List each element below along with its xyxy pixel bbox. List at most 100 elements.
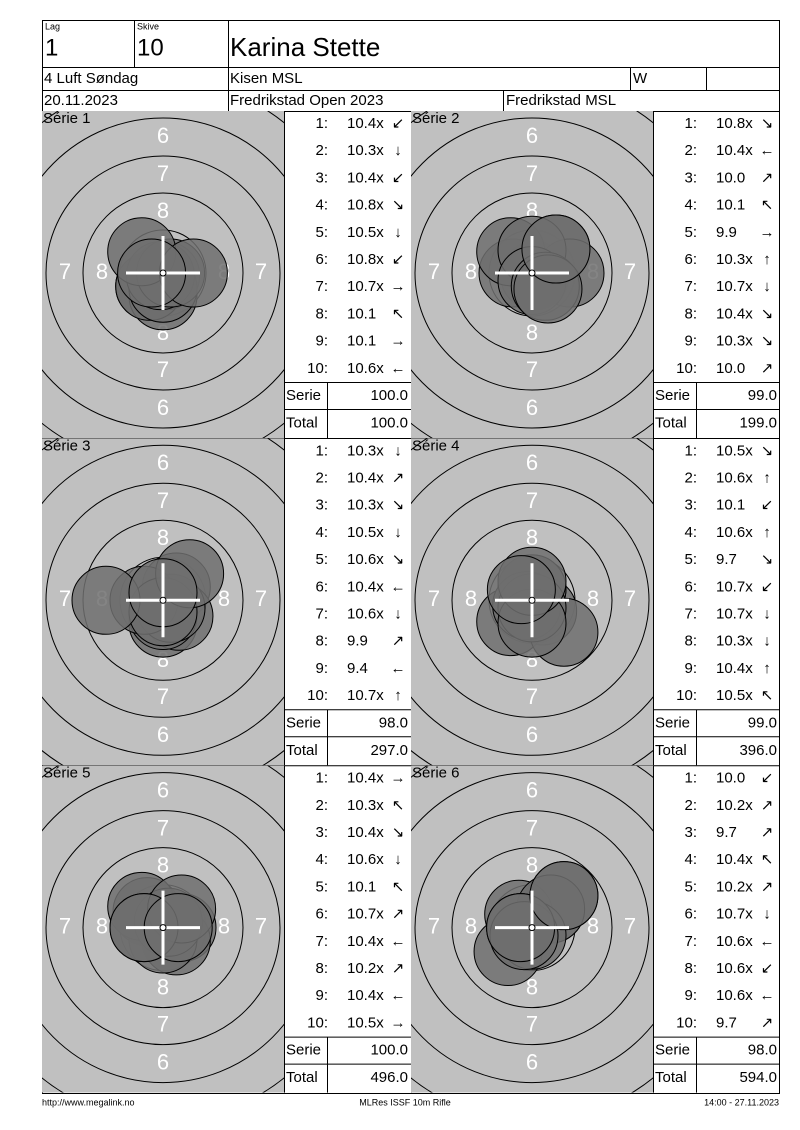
center	[159, 596, 167, 604]
shot-no: 1:	[684, 770, 697, 787]
shot-no: 9:	[315, 660, 328, 677]
ring-label: 7	[255, 913, 267, 938]
shot-arrow: ↗	[761, 1014, 774, 1031]
shot-no: 7:	[315, 605, 328, 622]
shot-arrow: →	[760, 224, 775, 241]
shot-value: 10.4x	[347, 770, 384, 787]
ring-label: 7	[428, 586, 440, 611]
shot-value: 10.3x	[716, 333, 753, 350]
shot-no: 3:	[684, 169, 697, 186]
shot-value: 9.9	[716, 224, 737, 241]
shot-value: 10.7x	[347, 278, 384, 295]
ring	[82, 192, 244, 354]
shot-value: 10.1	[347, 333, 376, 350]
ring-label: 6	[526, 450, 538, 475]
shot-arrow: →	[391, 1014, 406, 1031]
shot-arrow: ↖	[761, 197, 774, 214]
shot-value: 10.4x	[347, 469, 384, 486]
shot-arrow: ↓	[394, 442, 402, 459]
ring	[42, 444, 284, 756]
shot-arrow: ↙	[392, 251, 405, 268]
shot-value: 9.9	[347, 633, 368, 650]
shot-arrow: ←	[760, 933, 775, 950]
shot-value: 10.6x	[716, 469, 753, 486]
shot-arrow: ↓	[394, 851, 402, 868]
shot-value: 10.0	[716, 360, 745, 377]
ring-label: 8	[157, 198, 169, 223]
ring-label: 7	[526, 488, 538, 513]
shot-no: 7:	[315, 278, 328, 295]
ring-label: 7	[157, 488, 169, 513]
shot-value: 10.4x	[347, 933, 384, 950]
serie-score: 99.0	[748, 387, 777, 404]
shot-no: 10:	[676, 1014, 697, 1031]
shot-value: 10.4x	[716, 305, 753, 322]
shot-value: 10.2x	[716, 797, 753, 814]
shot-value: 10.6x	[347, 605, 384, 622]
center	[159, 924, 167, 932]
lag: 1	[45, 34, 58, 61]
shot-no: 10:	[676, 687, 697, 704]
total-score: 199.0	[739, 414, 777, 431]
club: Kisen MSL	[230, 70, 303, 87]
shot-arrow: ↑	[763, 469, 771, 486]
shot-no: 3:	[315, 824, 328, 841]
series-title: Série 6	[412, 765, 460, 782]
shot-arrow: ↘	[392, 497, 405, 514]
shot-no: 1:	[315, 770, 328, 787]
shot-value: 9.7	[716, 824, 737, 841]
shot-arrow: ↗	[761, 824, 774, 841]
shot-no: 1:	[684, 442, 697, 459]
total-score: 297.0	[370, 742, 408, 759]
shot-arrow: ↑	[763, 660, 771, 677]
shot-no: 5:	[684, 878, 697, 895]
ring-label: 6	[157, 1049, 169, 1074]
ring-label: 8	[465, 259, 477, 284]
ring-label: 7	[624, 259, 636, 284]
gender: W	[633, 70, 648, 87]
shot-value: 10.6x	[347, 851, 384, 868]
shot-arrow: ↓	[763, 906, 771, 923]
shot-arrow: ↗	[761, 797, 774, 814]
center	[528, 269, 536, 277]
shot-no: 5:	[315, 551, 328, 568]
ring-label: 8	[526, 974, 538, 999]
shot-no: 7:	[684, 278, 697, 295]
serie-score: 100.0	[370, 387, 408, 404]
ring	[45, 155, 281, 391]
ring-label: 8	[157, 974, 169, 999]
ring-label: 8	[96, 913, 108, 938]
ring-label: 8	[218, 586, 230, 611]
ring-label: 8	[157, 525, 169, 550]
organizer: Fredrikstad MSL	[506, 92, 616, 109]
ring-label: 7	[59, 586, 71, 611]
shot-arrow: →	[391, 278, 406, 295]
shot-value: 10.2x	[716, 878, 753, 895]
shot-value: 10.3x	[347, 142, 384, 159]
shot-value: 10.4x	[347, 824, 384, 841]
total-score: 396.0	[739, 742, 777, 759]
shot-arrow: ↖	[761, 687, 774, 704]
ring	[45, 810, 281, 1046]
shot-no: 4:	[684, 197, 697, 214]
ring	[414, 810, 650, 1046]
ring-label: 6	[526, 1049, 538, 1074]
shot-arrow: ↓	[763, 278, 771, 295]
shot-arrow: ↘	[761, 333, 774, 350]
shot-value: 10.4x	[347, 578, 384, 595]
shot-no: 9:	[315, 987, 328, 1004]
shot-arrow: ↓	[394, 224, 402, 241]
shot-arrow: ↗	[392, 906, 405, 923]
serie-label: Serie	[655, 714, 690, 731]
shot-no: 7:	[315, 933, 328, 950]
shot-arrow: ↘	[761, 551, 774, 568]
shot-value: 10.5x	[347, 1014, 384, 1031]
ring-label: 7	[59, 913, 71, 938]
shot-arrow: ↙	[761, 578, 774, 595]
shot-no: 10:	[307, 1014, 328, 1031]
shot-arrow: ↖	[392, 797, 405, 814]
ring-label: 6	[157, 395, 169, 420]
shot-no: 5:	[315, 224, 328, 241]
